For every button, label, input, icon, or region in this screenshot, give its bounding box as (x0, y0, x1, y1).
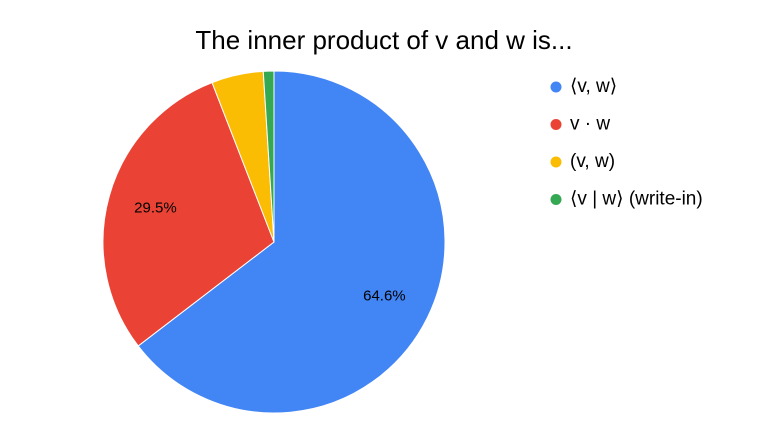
legend-label: ⟨v | w⟩ (write-in) (570, 189, 703, 210)
legend-marker (550, 194, 562, 205)
legend-label: v · w (570, 114, 610, 135)
pie-slice (137, 70, 446, 414)
pie-slice (262, 70, 275, 243)
legend-marker (550, 119, 562, 130)
slice-label: 29.5% (134, 200, 177, 217)
legend-label: ⟨v, w⟩ (570, 76, 617, 97)
chart-title: The inner product of v and w is... (195, 25, 572, 55)
slice-label: 64.6% (363, 287, 406, 304)
legend-marker (550, 156, 562, 168)
legend-label: (v, w) (570, 151, 615, 172)
legend-marker (550, 81, 562, 93)
pie-slice (102, 81, 275, 347)
